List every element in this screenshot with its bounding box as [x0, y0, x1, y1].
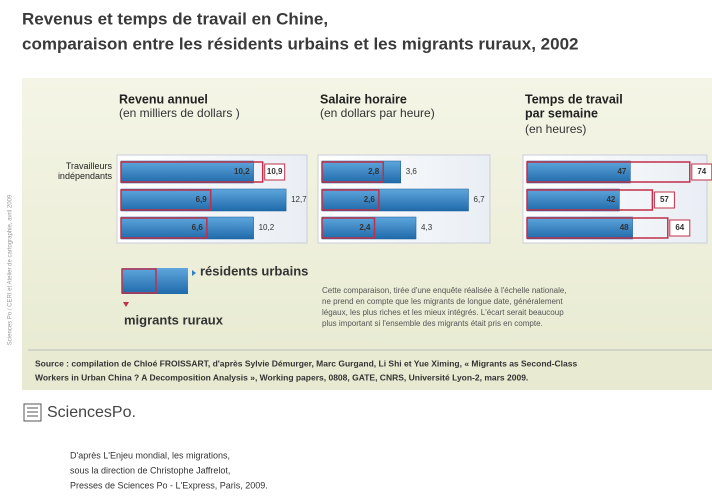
bar-migrant [526, 217, 669, 239]
title: comparaison entre les résidents urbains … [22, 34, 579, 53]
bar-urban [526, 216, 633, 240]
legend-label: résidents urbains [200, 263, 308, 278]
bar-migrant [526, 189, 654, 211]
citation: D'après L'Enjeu mondial, les migrations, [70, 450, 230, 460]
label-box [653, 191, 675, 209]
panel-title: par semaine [525, 106, 598, 120]
value-label: 64 [675, 223, 684, 232]
value-label: 2,8 [368, 167, 380, 176]
legend-swatch [121, 268, 157, 294]
bar-urban [526, 160, 631, 184]
logo: SciencesPo. [23, 403, 136, 422]
bar-migrant [120, 161, 264, 183]
bar-urban [321, 188, 469, 212]
bar-migrant [120, 189, 212, 211]
legend-label: migrants ruraux [124, 312, 224, 327]
value-label: 48 [620, 223, 629, 232]
value-label: 6,9 [196, 195, 208, 204]
citation: sous la direction de Christophe Jaffrelo… [70, 465, 230, 475]
note: plus important si l'ensemble des migrant… [322, 319, 543, 328]
value-label: 3,6 [406, 167, 418, 176]
value-label: 10,9 [267, 167, 283, 176]
value-label: 6,7 [474, 195, 486, 204]
panel-subtitle: (en dollars par heure) [320, 106, 435, 120]
legend-pointer [123, 302, 129, 307]
note: Cette comparaison, tirée d'une enquête r… [322, 286, 567, 295]
label-box [264, 163, 286, 181]
value-label: 2,4 [359, 223, 371, 232]
value-label: 4,3 [421, 223, 433, 232]
note: ne prend en compte que les migrants de l… [322, 297, 563, 306]
credit: Sciences Po / CERI et Atelier de cartogr… [8, 194, 14, 345]
value-label: 42 [606, 195, 615, 204]
value-label: 10,2 [259, 223, 275, 232]
bar-urban [321, 160, 401, 184]
note: légaux, les plus riches et les mieux int… [322, 308, 564, 317]
bar-migrant [321, 189, 380, 211]
bar-migrant [321, 161, 384, 183]
value-label: 2,6 [364, 195, 376, 204]
logo-icon [23, 403, 42, 422]
label-box [669, 219, 691, 237]
panel-title: Salaire horaire [320, 92, 407, 106]
logo-text: SciencesPo. [47, 404, 136, 421]
bar-migrant [321, 217, 376, 239]
bar-urban [120, 216, 254, 240]
source: Workers in Urban China ? A Decomposition… [35, 372, 528, 382]
logo-icon [27, 407, 38, 417]
citation: Presses de Sciences Po - L'Express, Pari… [70, 480, 268, 490]
panel-title: Temps de travail [525, 92, 623, 106]
value-label: 57 [660, 195, 669, 204]
bar-migrant [526, 161, 691, 183]
panel-subtitle: (en milliers de dollars ) [119, 106, 240, 120]
legend-swatch [122, 268, 188, 294]
bar-migrant [120, 217, 208, 239]
legend-pointer [192, 270, 196, 276]
category-label: Travailleurs indépendants [58, 161, 113, 181]
value-label: 47 [617, 167, 626, 176]
value-label: 10,2 [234, 167, 250, 176]
value-label: 74 [697, 167, 706, 176]
value-label: 6,6 [192, 223, 204, 232]
panel-title: Revenu annuel [119, 92, 208, 106]
value-label: 12,7 [291, 195, 307, 204]
source: Source : compilation de Chloé FROISSART,… [35, 358, 577, 368]
panel-subtitle: (en heures) [525, 122, 586, 136]
title: Revenus et temps de travail en Chine, [22, 9, 328, 28]
